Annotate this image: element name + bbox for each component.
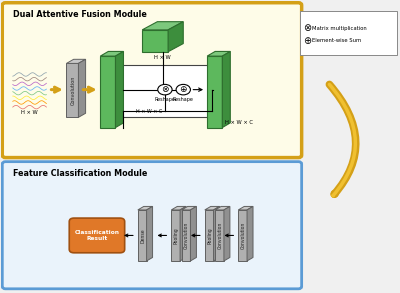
Text: Element-wise Sum: Element-wise Sum <box>312 38 362 43</box>
Polygon shape <box>138 210 146 261</box>
Polygon shape <box>66 59 86 63</box>
Text: Reshape: Reshape <box>173 97 194 102</box>
Text: Matrix multiplication: Matrix multiplication <box>312 26 367 31</box>
Polygon shape <box>138 207 152 210</box>
Polygon shape <box>247 207 253 261</box>
Polygon shape <box>205 207 220 210</box>
Polygon shape <box>142 22 183 30</box>
FancyBboxPatch shape <box>2 3 302 158</box>
Polygon shape <box>168 22 183 52</box>
Text: H × W × C: H × W × C <box>225 120 253 125</box>
Text: H × W: H × W <box>154 55 171 60</box>
Polygon shape <box>215 210 224 261</box>
Text: ⊕: ⊕ <box>180 85 187 94</box>
Polygon shape <box>171 210 180 261</box>
Polygon shape <box>222 52 230 127</box>
Polygon shape <box>205 210 214 261</box>
Text: Classification
Result: Classification Result <box>74 230 120 241</box>
Polygon shape <box>207 56 222 127</box>
Text: H × W: H × W <box>21 110 38 115</box>
Polygon shape <box>224 207 230 261</box>
Polygon shape <box>116 52 124 127</box>
Text: H × W × C: H × W × C <box>136 108 162 114</box>
Text: Convolution: Convolution <box>240 222 246 249</box>
Polygon shape <box>207 52 230 56</box>
FancyBboxPatch shape <box>118 65 214 117</box>
Text: Dual Attentive Fusion Module: Dual Attentive Fusion Module <box>13 10 146 19</box>
Text: Reshape: Reshape <box>154 97 175 102</box>
Polygon shape <box>78 59 86 117</box>
Polygon shape <box>142 30 168 52</box>
Polygon shape <box>214 207 220 261</box>
Text: ⊗: ⊗ <box>161 85 169 94</box>
Text: Pooling: Pooling <box>174 227 178 244</box>
Polygon shape <box>180 207 186 261</box>
FancyBboxPatch shape <box>300 11 397 54</box>
Polygon shape <box>190 207 196 261</box>
Polygon shape <box>100 52 124 56</box>
Text: Convolution: Convolution <box>184 222 189 249</box>
FancyArrowPatch shape <box>329 84 356 194</box>
Text: ⊕: ⊕ <box>303 36 311 46</box>
Text: ⊗: ⊗ <box>303 23 311 33</box>
Text: Convolution: Convolution <box>218 222 222 249</box>
Polygon shape <box>182 207 196 210</box>
Text: Pooling: Pooling <box>207 227 212 244</box>
Circle shape <box>158 84 172 95</box>
Text: Convolution: Convolution <box>71 76 76 105</box>
Polygon shape <box>146 207 152 261</box>
Polygon shape <box>238 207 253 210</box>
FancyBboxPatch shape <box>69 218 125 253</box>
Polygon shape <box>66 63 78 117</box>
FancyBboxPatch shape <box>2 162 302 289</box>
Text: Feature Classification Module: Feature Classification Module <box>13 169 147 178</box>
Polygon shape <box>100 56 116 127</box>
Polygon shape <box>171 207 186 210</box>
Polygon shape <box>238 210 247 261</box>
Polygon shape <box>182 210 190 261</box>
Circle shape <box>176 84 190 95</box>
Polygon shape <box>215 207 230 210</box>
FancyArrowPatch shape <box>329 84 355 196</box>
Text: Dense: Dense <box>140 228 145 243</box>
